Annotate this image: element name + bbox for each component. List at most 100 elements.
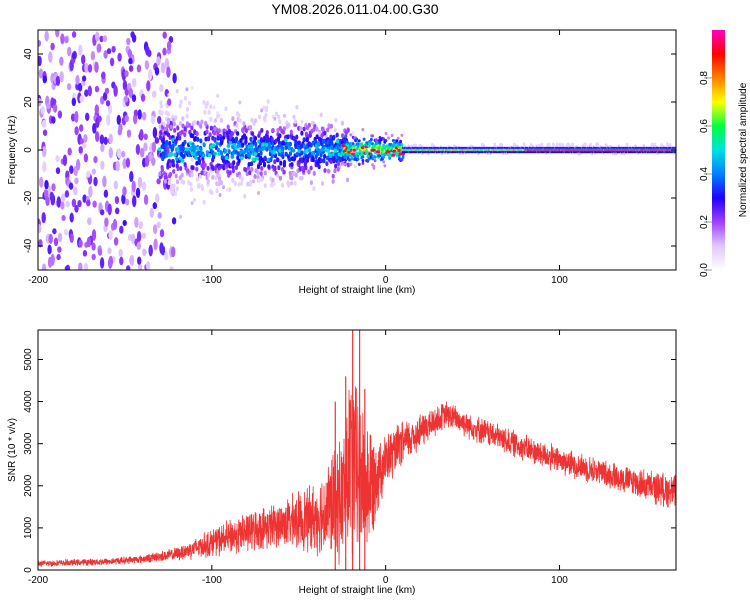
spectrogram-cell <box>78 146 83 154</box>
spectrogram-cell <box>642 143 646 148</box>
spectrogram-cell <box>152 202 157 210</box>
spectrogram-cell <box>326 168 331 174</box>
spectrogram-cell <box>265 130 269 135</box>
spectrogram-cell <box>283 113 286 118</box>
spectrogram-cell <box>320 181 325 186</box>
spectrogram-cell <box>249 136 253 142</box>
spectrogram-cell <box>152 126 158 139</box>
spectrogram-cell <box>90 50 96 61</box>
spectrogram-cell <box>589 142 593 147</box>
spectrogram-cell <box>185 107 190 112</box>
spectrogram-x-axis-label: Height of straight line (km) <box>299 285 416 296</box>
spectrogram-cell <box>228 170 232 176</box>
spectrogram-cell <box>271 177 275 183</box>
spectrogram-cell <box>329 159 333 165</box>
spectrogram-cell <box>250 117 254 123</box>
spectrogram-cell <box>288 151 292 157</box>
spectrogram-cell <box>538 143 541 148</box>
spectrogram-cell <box>131 180 136 193</box>
spectrogram-cell <box>179 214 183 219</box>
spectrogram-cell <box>259 137 263 142</box>
spectrogram-cell <box>156 221 161 229</box>
spectrogram-cell <box>216 111 220 116</box>
spectrogram-cell <box>290 175 294 181</box>
spectrogram-cell <box>50 42 55 51</box>
spectrogram-cell <box>160 144 164 150</box>
spectrogram-cell <box>216 135 220 141</box>
spectrogram-cell <box>226 124 230 130</box>
spectrogram-cell <box>246 181 250 187</box>
y-tick-label: 2000 <box>23 474 34 497</box>
spectrogram-cell <box>57 110 63 119</box>
spectrogram-cell <box>311 120 315 126</box>
spectrogram-cell <box>155 193 160 203</box>
spectrogram-cell <box>199 138 203 144</box>
spectrogram-cell <box>168 135 172 140</box>
figure-title: YM08.2026.011.04.00.G30 <box>271 1 438 17</box>
spectrogram-cell <box>261 142 265 147</box>
spectrogram-cell <box>239 138 243 144</box>
spectrogram-cell <box>373 159 377 163</box>
spectrogram-cell <box>166 112 170 117</box>
spectrogram-cell <box>383 164 387 168</box>
spectrogram-cell <box>250 161 254 167</box>
spectrogram-cell <box>42 75 47 84</box>
spectrogram-cell <box>356 157 360 161</box>
spectrogram-cell <box>625 142 629 147</box>
snr-x-axis-label: Height of straight line (km) <box>299 585 416 596</box>
spectrogram-cell <box>95 131 100 143</box>
spectrogram-cell <box>352 148 357 152</box>
spectrogram-cell <box>493 142 497 147</box>
spectrogram-cell <box>83 153 89 163</box>
spectrogram-cell <box>131 94 137 102</box>
spectrogram-cell <box>179 99 183 105</box>
spectrogram-cell <box>253 118 258 124</box>
spectrogram-cell <box>173 127 177 133</box>
spectrogram-cell <box>227 149 231 155</box>
spectrogram-cell <box>81 75 87 82</box>
spectrogram-cell <box>78 262 83 270</box>
y-tick-label: 4000 <box>23 390 34 413</box>
spectrogram-cell <box>260 108 264 113</box>
spectrogram-cell <box>390 133 394 137</box>
spectrogram-cell <box>260 166 264 171</box>
spectrogram-cell <box>83 133 88 143</box>
spectrogram-cell <box>371 134 374 138</box>
spectrogram-cell <box>153 238 158 251</box>
spectrogram-cell <box>94 61 99 73</box>
spectrogram-cell <box>531 144 534 149</box>
spectrogram-cell <box>286 134 290 140</box>
spectrogram-cell <box>97 248 103 256</box>
spectrogram-cell <box>142 248 147 257</box>
spectrogram-cell <box>219 164 223 169</box>
spectrogram-cell <box>215 141 219 146</box>
spectrogram-cell <box>100 160 105 170</box>
spectrogram-cell <box>253 174 257 179</box>
spectrogram-cell <box>302 126 306 132</box>
spectrogram-cell <box>482 143 486 148</box>
spectrogram-cell <box>335 132 339 138</box>
spectrogram-cell <box>277 114 281 120</box>
spectrogram-cell <box>556 142 559 147</box>
spectrogram-cell <box>74 204 79 213</box>
spectrogram-cell <box>332 158 336 164</box>
spectrogram-cell <box>113 237 119 246</box>
spectrogram-cell <box>114 196 120 205</box>
spectrogram-cell <box>547 142 551 147</box>
spectrogram-cell <box>66 83 72 91</box>
spectrogram-cell <box>174 115 178 121</box>
spectrogram-cell <box>117 127 123 136</box>
spectrogram-cell <box>171 217 177 225</box>
spectrogram-cell <box>263 156 267 162</box>
spectrogram-cell <box>273 166 277 172</box>
spectrogram-cell <box>270 137 274 142</box>
spectrogram-cell <box>250 166 254 172</box>
spectrogram-cell <box>38 239 43 248</box>
spectrogram-cell <box>141 181 147 191</box>
spectrogram-cell <box>350 156 354 160</box>
spectrogram-cell <box>241 128 245 134</box>
spectrogram-cell <box>56 254 61 261</box>
spectrogram-cell <box>157 212 162 219</box>
spectrogram-cell <box>226 163 230 168</box>
spectrogram-cell <box>137 263 143 270</box>
